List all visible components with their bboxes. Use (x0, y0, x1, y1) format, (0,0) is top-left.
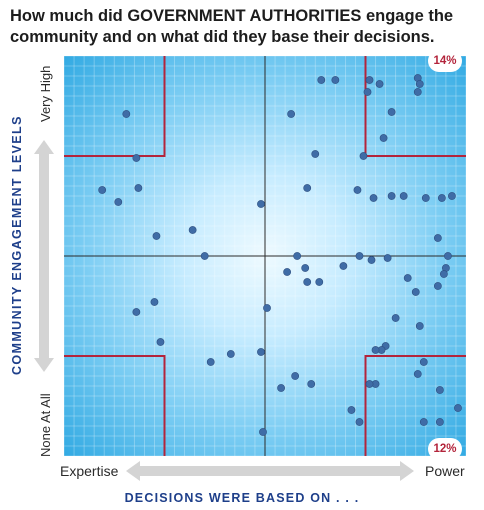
scatter-point (415, 322, 424, 330)
scatter-point (150, 298, 159, 306)
scatter-point (411, 288, 420, 296)
region-boundary-bottom-left (64, 355, 166, 456)
x-axis-title: DECISIONS WERE BASED ON . . . (124, 491, 360, 505)
y-arrow-head-up (34, 140, 54, 154)
x-arrow-shaft (138, 466, 402, 476)
scatter-point (419, 358, 428, 366)
scatter-point (331, 76, 340, 84)
x-axis-right-label: Power (425, 463, 465, 479)
top-right-share-badge: 14% (428, 50, 462, 72)
scatter-point (259, 428, 267, 436)
scatter-point (437, 194, 446, 202)
scatter-points (98, 74, 462, 436)
scatter-point (132, 308, 141, 316)
center-axes (64, 56, 466, 456)
scatter-point (413, 370, 422, 378)
x-axis-left-label: Expertise (60, 463, 119, 479)
y-arrow-head-down (34, 358, 54, 372)
scatter-point (152, 232, 161, 240)
scatter-point (363, 88, 372, 96)
scatter-point (435, 386, 444, 394)
scatter-point (359, 152, 368, 160)
scatter-point (303, 278, 312, 286)
scatter-point (307, 380, 316, 388)
x-arrow-head-left (126, 461, 140, 481)
scatter-point (421, 194, 430, 202)
scatter-point (287, 110, 296, 118)
scatter-point (371, 346, 380, 354)
scatter-point (355, 252, 364, 260)
chart-title: How much did GOVERNMENT AUTHORITIES enga… (10, 7, 454, 46)
scatter-point (365, 380, 374, 388)
scatter-point (132, 154, 141, 162)
scatter-point (114, 198, 123, 206)
scatter-point (134, 184, 143, 192)
scatter-point (156, 338, 165, 346)
scatter-point (403, 274, 412, 282)
y-arrow-shaft (39, 152, 49, 360)
scatter-point (311, 150, 320, 158)
scatter-point (433, 282, 442, 290)
scatter-point (391, 314, 400, 322)
scatter-point (293, 252, 302, 260)
scatter-point (226, 350, 235, 358)
scatter-point (98, 186, 107, 194)
scatter-point (315, 278, 324, 286)
scatter-point (339, 262, 348, 270)
scatter-point (206, 358, 215, 366)
y-axis-bottom-label: None At All (38, 393, 53, 457)
region-boundary-top-left (64, 56, 166, 157)
scatter-point (303, 184, 312, 192)
scatter-point (257, 348, 265, 356)
scatter-point (355, 418, 364, 426)
scatter-point (301, 264, 310, 272)
region-boundary-bottom-right (364, 355, 466, 456)
scatter-point (433, 234, 442, 242)
scatter-point (415, 80, 424, 88)
scatter-point (435, 418, 444, 426)
scatter-point (399, 192, 408, 200)
scatter-point (383, 254, 392, 262)
bottom-right-share-badge: 12% (428, 438, 462, 460)
scatter-point (413, 88, 422, 96)
scatter-point (291, 372, 300, 380)
scatter-point (347, 406, 356, 414)
y-axis-top-label: Very High (38, 65, 53, 122)
y-axis-title: COMMUNITY ENGAGEMENT LEVELS (10, 115, 24, 375)
scatter-point (317, 76, 326, 84)
scatter-point (439, 270, 448, 278)
scatter-point (448, 192, 456, 200)
scatter-point (387, 108, 396, 116)
scatter-point (122, 110, 131, 118)
scatter-point (353, 186, 362, 194)
scatter-point (375, 80, 384, 88)
scatter-point (367, 256, 376, 264)
scatter-point (419, 418, 428, 426)
scatter-point (444, 252, 452, 260)
scatter-point (454, 404, 462, 412)
scatter-point (283, 268, 292, 276)
scatter-point (369, 194, 378, 202)
scatter-point (200, 252, 209, 260)
scatter-point (188, 226, 197, 234)
axis-arrows (34, 140, 414, 481)
scatter-point (379, 134, 388, 142)
x-arrow-head-right (400, 461, 414, 481)
scatter-point (263, 304, 271, 312)
scatter-point (365, 76, 374, 84)
scatter-point (277, 384, 285, 392)
scatter-point (257, 200, 265, 208)
scatter-point (387, 192, 396, 200)
